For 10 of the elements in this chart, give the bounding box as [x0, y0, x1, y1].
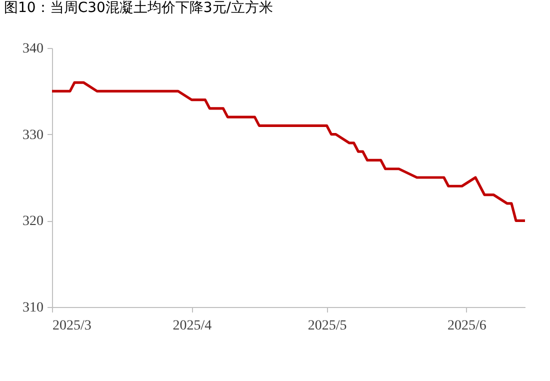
x-tick-label: 2025/6: [447, 318, 486, 334]
y-tick-label: 310: [22, 300, 44, 316]
y-tick-label: 330: [22, 128, 44, 143]
line-series: [52, 81, 525, 222]
x-tick-label: 2025/5: [308, 318, 347, 334]
y-tick-label: 340: [22, 42, 44, 56]
y-tick-label: 320: [22, 214, 44, 230]
x-tick-label: 2025/3: [52, 318, 92, 334]
x-tick-label: 2025/4: [172, 318, 212, 334]
chart-title: 图10：当周C30混凝土均价下降3元/立方米: [4, 0, 274, 16]
